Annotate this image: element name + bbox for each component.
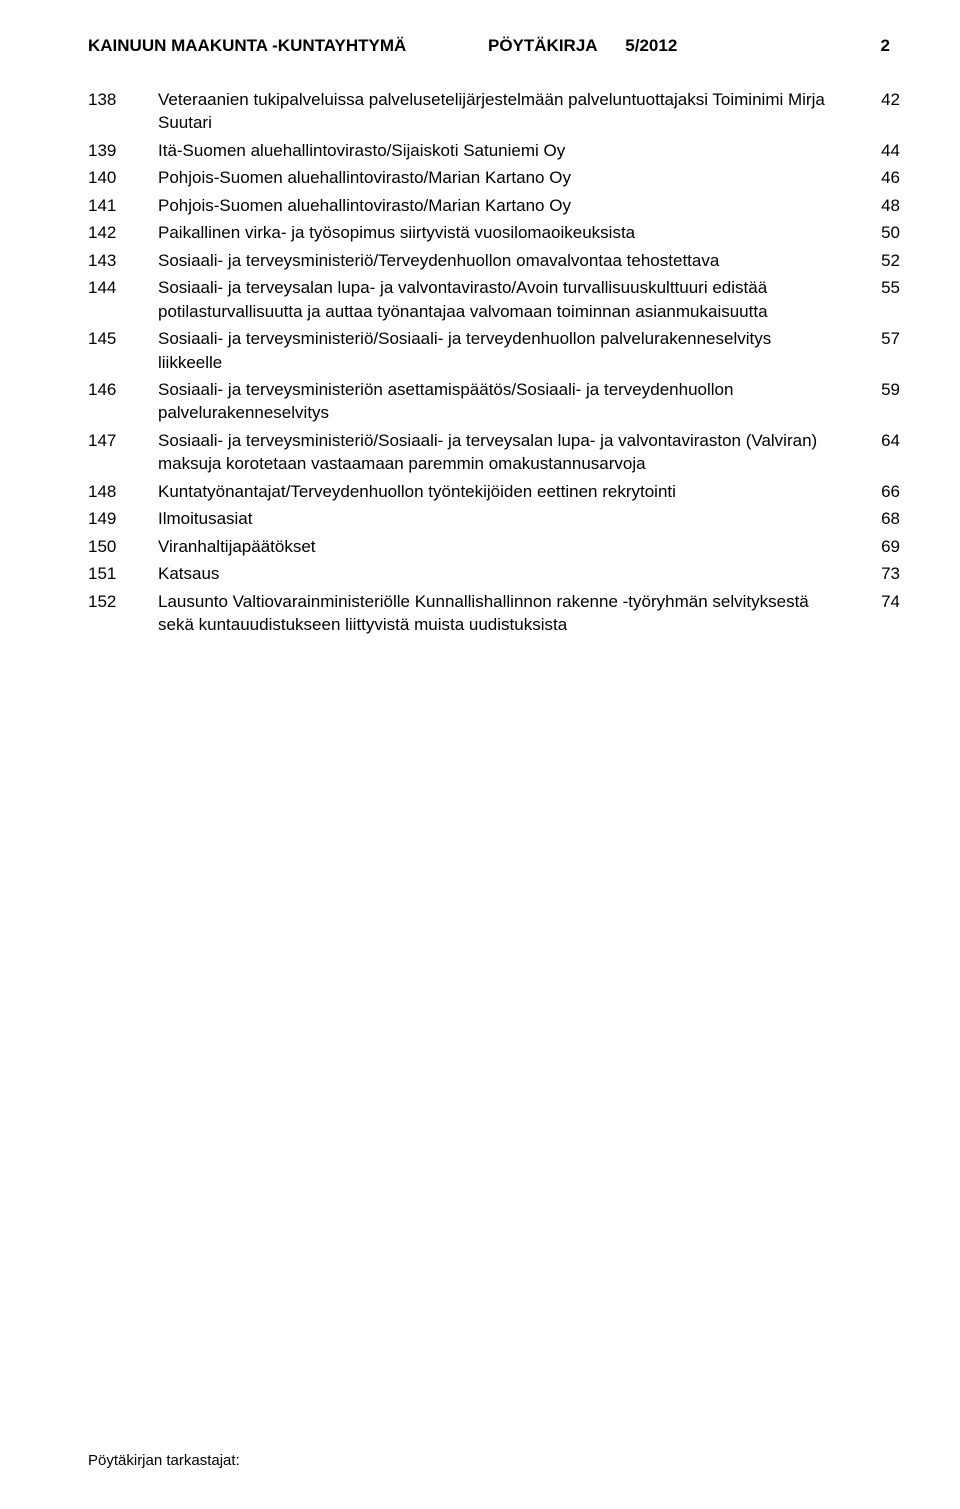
item-page: 57 xyxy=(852,327,900,350)
item-page: 42 xyxy=(852,88,900,111)
table-row: 141Pohjois-Suomen aluehallintovirasto/Ma… xyxy=(88,194,900,217)
table-row: 139Itä-Suomen aluehallintovirasto/Sijais… xyxy=(88,139,900,162)
table-row: 150Viranhaltijapäätökset69 xyxy=(88,535,900,558)
item-description: Katsaus xyxy=(158,562,852,585)
item-description: Veteraanien tukipalveluissa palvelusetel… xyxy=(158,88,852,135)
item-description: Paikallinen virka- ja työsopimus siirtyv… xyxy=(158,221,852,244)
item-page: 46 xyxy=(852,166,900,189)
table-row: 149Ilmoitusasiat68 xyxy=(88,507,900,530)
table-row: 144Sosiaali- ja terveysalan lupa- ja val… xyxy=(88,276,900,323)
item-number: 146 xyxy=(88,378,158,401)
item-number: 148 xyxy=(88,480,158,503)
table-row: 143Sosiaali- ja terveysministeriö/Tervey… xyxy=(88,249,900,272)
item-number: 152 xyxy=(88,590,158,613)
item-description: Pohjois-Suomen aluehallintovirasto/Maria… xyxy=(158,194,852,217)
item-page: 52 xyxy=(852,249,900,272)
item-description: Ilmoitusasiat xyxy=(158,507,852,530)
item-description: Itä-Suomen aluehallintovirasto/Sijaiskot… xyxy=(158,139,852,162)
item-number: 150 xyxy=(88,535,158,558)
item-description: Sosiaali- ja terveysministeriö/Sosiaali-… xyxy=(158,327,852,374)
item-description: Sosiaali- ja terveysministeriö/Sosiaali-… xyxy=(158,429,852,476)
item-number: 141 xyxy=(88,194,158,217)
table-row: 138Veteraanien tukipalveluissa palveluse… xyxy=(88,88,900,135)
item-page: 74 xyxy=(852,590,900,613)
item-number: 143 xyxy=(88,249,158,272)
item-page: 73 xyxy=(852,562,900,585)
item-page: 59 xyxy=(852,378,900,401)
item-page: 50 xyxy=(852,221,900,244)
item-number: 145 xyxy=(88,327,158,350)
item-description: Sosiaali- ja terveysalan lupa- ja valvon… xyxy=(158,276,852,323)
item-number: 140 xyxy=(88,166,158,189)
item-description: Sosiaali- ja terveysministeriö/Terveyden… xyxy=(158,249,852,272)
item-page: 44 xyxy=(852,139,900,162)
item-number: 138 xyxy=(88,88,158,111)
table-row: 146Sosiaali- ja terveysministeriön asett… xyxy=(88,378,900,425)
item-number: 147 xyxy=(88,429,158,452)
item-page: 48 xyxy=(852,194,900,217)
header-org: KAINUUN MAAKUNTA -KUNTAYHTYMÄ xyxy=(88,36,488,56)
page-header: KAINUUN MAAKUNTA -KUNTAYHTYMÄ PÖYTÄKIRJA… xyxy=(88,36,900,56)
item-number: 144 xyxy=(88,276,158,299)
item-page: 68 xyxy=(852,507,900,530)
item-description: Pohjois-Suomen aluehallintovirasto/Maria… xyxy=(158,166,852,189)
item-number: 151 xyxy=(88,562,158,585)
header-issue: 5/2012 xyxy=(625,36,677,55)
item-number: 139 xyxy=(88,139,158,162)
footer-label: Pöytäkirjan tarkastajat: xyxy=(88,1452,240,1469)
item-description: Viranhaltijapäätökset xyxy=(158,535,852,558)
item-number: 149 xyxy=(88,507,158,530)
table-row: 140Pohjois-Suomen aluehallintovirasto/Ma… xyxy=(88,166,900,189)
table-row: 147Sosiaali- ja terveysministeriö/Sosiaa… xyxy=(88,429,900,476)
toc-table: 138Veteraanien tukipalveluissa palveluse… xyxy=(88,88,900,637)
table-row: 152Lausunto Valtiovarainministeriölle Ku… xyxy=(88,590,900,637)
header-page-number: 2 xyxy=(748,36,900,56)
item-number: 142 xyxy=(88,221,158,244)
table-row: 148Kuntatyönantajat/Terveydenhuollon työ… xyxy=(88,480,900,503)
item-description: Sosiaali- ja terveysministeriön asettami… xyxy=(158,378,852,425)
table-row: 145Sosiaali- ja terveysministeriö/Sosiaa… xyxy=(88,327,900,374)
item-page: 69 xyxy=(852,535,900,558)
header-doc: PÖYTÄKIRJA xyxy=(488,36,597,55)
table-row: 151Katsaus73 xyxy=(88,562,900,585)
item-page: 64 xyxy=(852,429,900,452)
table-row: 142Paikallinen virka- ja työsopimus siir… xyxy=(88,221,900,244)
item-page: 66 xyxy=(852,480,900,503)
item-description: Lausunto Valtiovarainministeriölle Kunna… xyxy=(158,590,852,637)
item-description: Kuntatyönantajat/Terveydenhuollon työnte… xyxy=(158,480,852,503)
item-page: 55 xyxy=(852,276,900,299)
